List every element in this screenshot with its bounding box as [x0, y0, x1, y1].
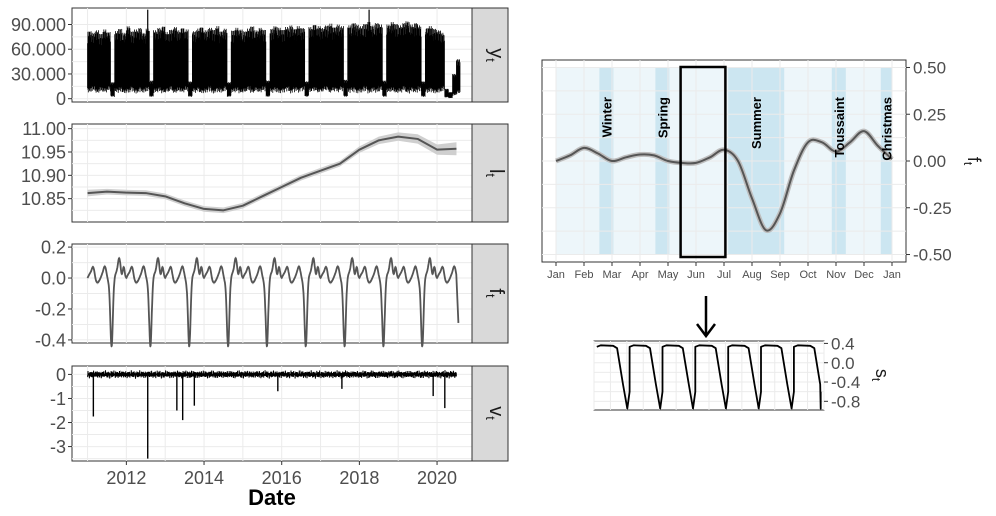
panel-l-ytick-label: 11.00 [22, 119, 66, 139]
panel-v-ytick-label: -2 [50, 413, 66, 433]
panel-annual-xtick-label: Jun [687, 269, 705, 281]
holiday-labels: Winter Spring Summer Toussaint Christmas [599, 96, 894, 160]
panel-annual-ytick-label: -0.25 [913, 199, 952, 218]
panel-f-ytick-label: -0.2 [35, 299, 66, 319]
panel-annual-xtick-label: Jan [883, 269, 901, 281]
holiday-label-spring: Spring [655, 97, 670, 138]
panel-l-ytick-label: 10.90 [21, 166, 66, 186]
panel-annual-axis-label: ft [961, 157, 984, 166]
panel-annual-xtick-label: Nov [826, 269, 846, 281]
panel-f-grid [72, 244, 472, 343]
panel-v-xtick-label: 2014 [184, 468, 224, 488]
series-l-line [87, 135, 457, 212]
panel-annual-xtick-label: Feb [575, 269, 594, 281]
panel-y-ytick-label: 0 [56, 89, 66, 109]
panel-f-series [86, 256, 460, 349]
panel-weekly-yticks: 0.40.0-0.4-0.8 [824, 335, 860, 411]
panel-annual-xtick-label: Mar [603, 269, 622, 281]
panel-l-series [87, 132, 457, 214]
panel-annual-ytick-label: 0.50 [913, 59, 946, 78]
panel-v-series [87, 370, 457, 459]
zoom-arrow-head [696, 323, 716, 339]
panel-v-strip-label: vt [483, 406, 507, 420]
panel-annual-xtick-label: Sep [770, 269, 790, 281]
panel-f: 0.2 0.0 -0.2 -0.4 ft [35, 238, 509, 350]
panel-annual: Winter Spring Summer Toussaint Christmas 0.5… [541, 59, 984, 281]
panel-l-yticks: 11.00 10.95 10.90 10.85 [21, 119, 72, 209]
panel-annual-xticks: Jan Feb Mar Apr May Jun Jul Aug Sep Oct Nov Dec Jan [547, 262, 901, 281]
panel-v: 0 -1 -2 -3 2012 2014 2016 2018 2020 vt Date [50, 365, 509, 510]
panel-annual-xtick-label: Apr [631, 269, 648, 281]
panel-annual-xtick-label: Dec [854, 269, 874, 281]
panel-annual-series [555, 65, 894, 259]
panel-l-ytick-label: 10.95 [21, 142, 66, 162]
panel-v-grid [72, 366, 472, 461]
panel-f-strip [471, 243, 509, 344]
panel-weekly-axis-label: st [869, 369, 892, 382]
panel-y-ytick-label: 90.000 [11, 15, 66, 35]
panel-weekly-ytick-label: 0.4 [831, 335, 855, 354]
holiday-label-christmas: Christmas [879, 97, 894, 161]
panel-annual-xtick-label: Jan [547, 269, 565, 281]
panel-v-xtick-label: 2012 [106, 468, 146, 488]
panel-annual-xtick-label: May [658, 269, 679, 281]
panel-y-strip [471, 7, 509, 103]
series-weekly-line [596, 344, 822, 410]
holiday-label-winter: Winter [599, 97, 614, 137]
panel-y-series [87, 9, 461, 99]
panel-f-ytick-label: -0.4 [35, 330, 66, 350]
panel-y-ytick-label: 30.000 [11, 64, 66, 84]
series-f-line [86, 257, 460, 348]
series-annual-line [555, 130, 893, 232]
panel-v-xtick-label: 2016 [262, 468, 302, 488]
panel-annual-yticks: 0.50 0.25 0.00 -0.25 -0.50 [906, 59, 952, 265]
panel-annual-ytick-label: -0.50 [913, 246, 952, 265]
zoom-arrow [696, 296, 716, 339]
panel-annual-xtick-label: Aug [742, 269, 762, 281]
panel-f-yticks: 0.2 0.0 -0.2 -0.4 [35, 238, 72, 350]
panel-y-yticks: 90.000 60.000 30.000 0 [11, 15, 72, 109]
panel-f-ytick-label: 0.0 [41, 269, 66, 289]
panel-l: 11.00 10.95 10.90 10.85 lt [21, 119, 509, 223]
series-v-line [87, 370, 457, 379]
panel-annual-ytick-label: 0.25 [913, 105, 946, 124]
panel-weekly: 0.40.0-0.4-0.8 st [593, 335, 892, 411]
panel-weekly-ytick-label: -0.8 [831, 392, 860, 411]
panel-annual-ytick-label: 0.00 [913, 152, 946, 171]
highlight-box [679, 65, 727, 259]
panel-v-xtick-label: 2020 [417, 468, 457, 488]
panel-v-yticks: 0 -1 -2 -3 [50, 365, 72, 457]
panel-y-strip-label: yt [483, 48, 507, 62]
panel-weekly-ytick-label: -0.4 [831, 373, 860, 392]
panel-f-ytick-label: 0.2 [41, 238, 66, 258]
holiday-label-toussaint: Toussaint [832, 96, 847, 157]
panel-v-ytick-label: 0 [56, 365, 66, 385]
panel-y-ytick-label: 60.000 [11, 40, 66, 60]
panel-weekly-series [596, 344, 822, 410]
panel-y: 90.000 60.000 30.000 0 yt [11, 7, 509, 109]
holiday-label-summer: Summer [749, 97, 764, 149]
panel-v-strip [471, 365, 509, 462]
panel-v-ytick-label: -3 [50, 437, 66, 457]
panel-v-ytick-label: -1 [50, 389, 66, 409]
panel-weekly-grid [593, 341, 825, 410]
panel-l-ytick-label: 10.85 [21, 189, 66, 209]
panel-annual-xtick-label: Jul [717, 269, 731, 281]
panel-l-strip-label: lt [483, 169, 507, 177]
panel-f-strip-label: ft [483, 288, 507, 298]
panel-v-xtick-label: 2018 [339, 468, 379, 488]
panel-v-xticks: 2012 2014 2016 2018 2020 [106, 461, 457, 488]
panel-v-frame [71, 365, 473, 462]
panel-annual-xtick-label: Oct [799, 269, 816, 281]
panel-l-strip [471, 123, 509, 223]
panel-weekly-ytick-label: 0.0 [831, 354, 855, 373]
x-axis-title: Date [248, 485, 296, 510]
